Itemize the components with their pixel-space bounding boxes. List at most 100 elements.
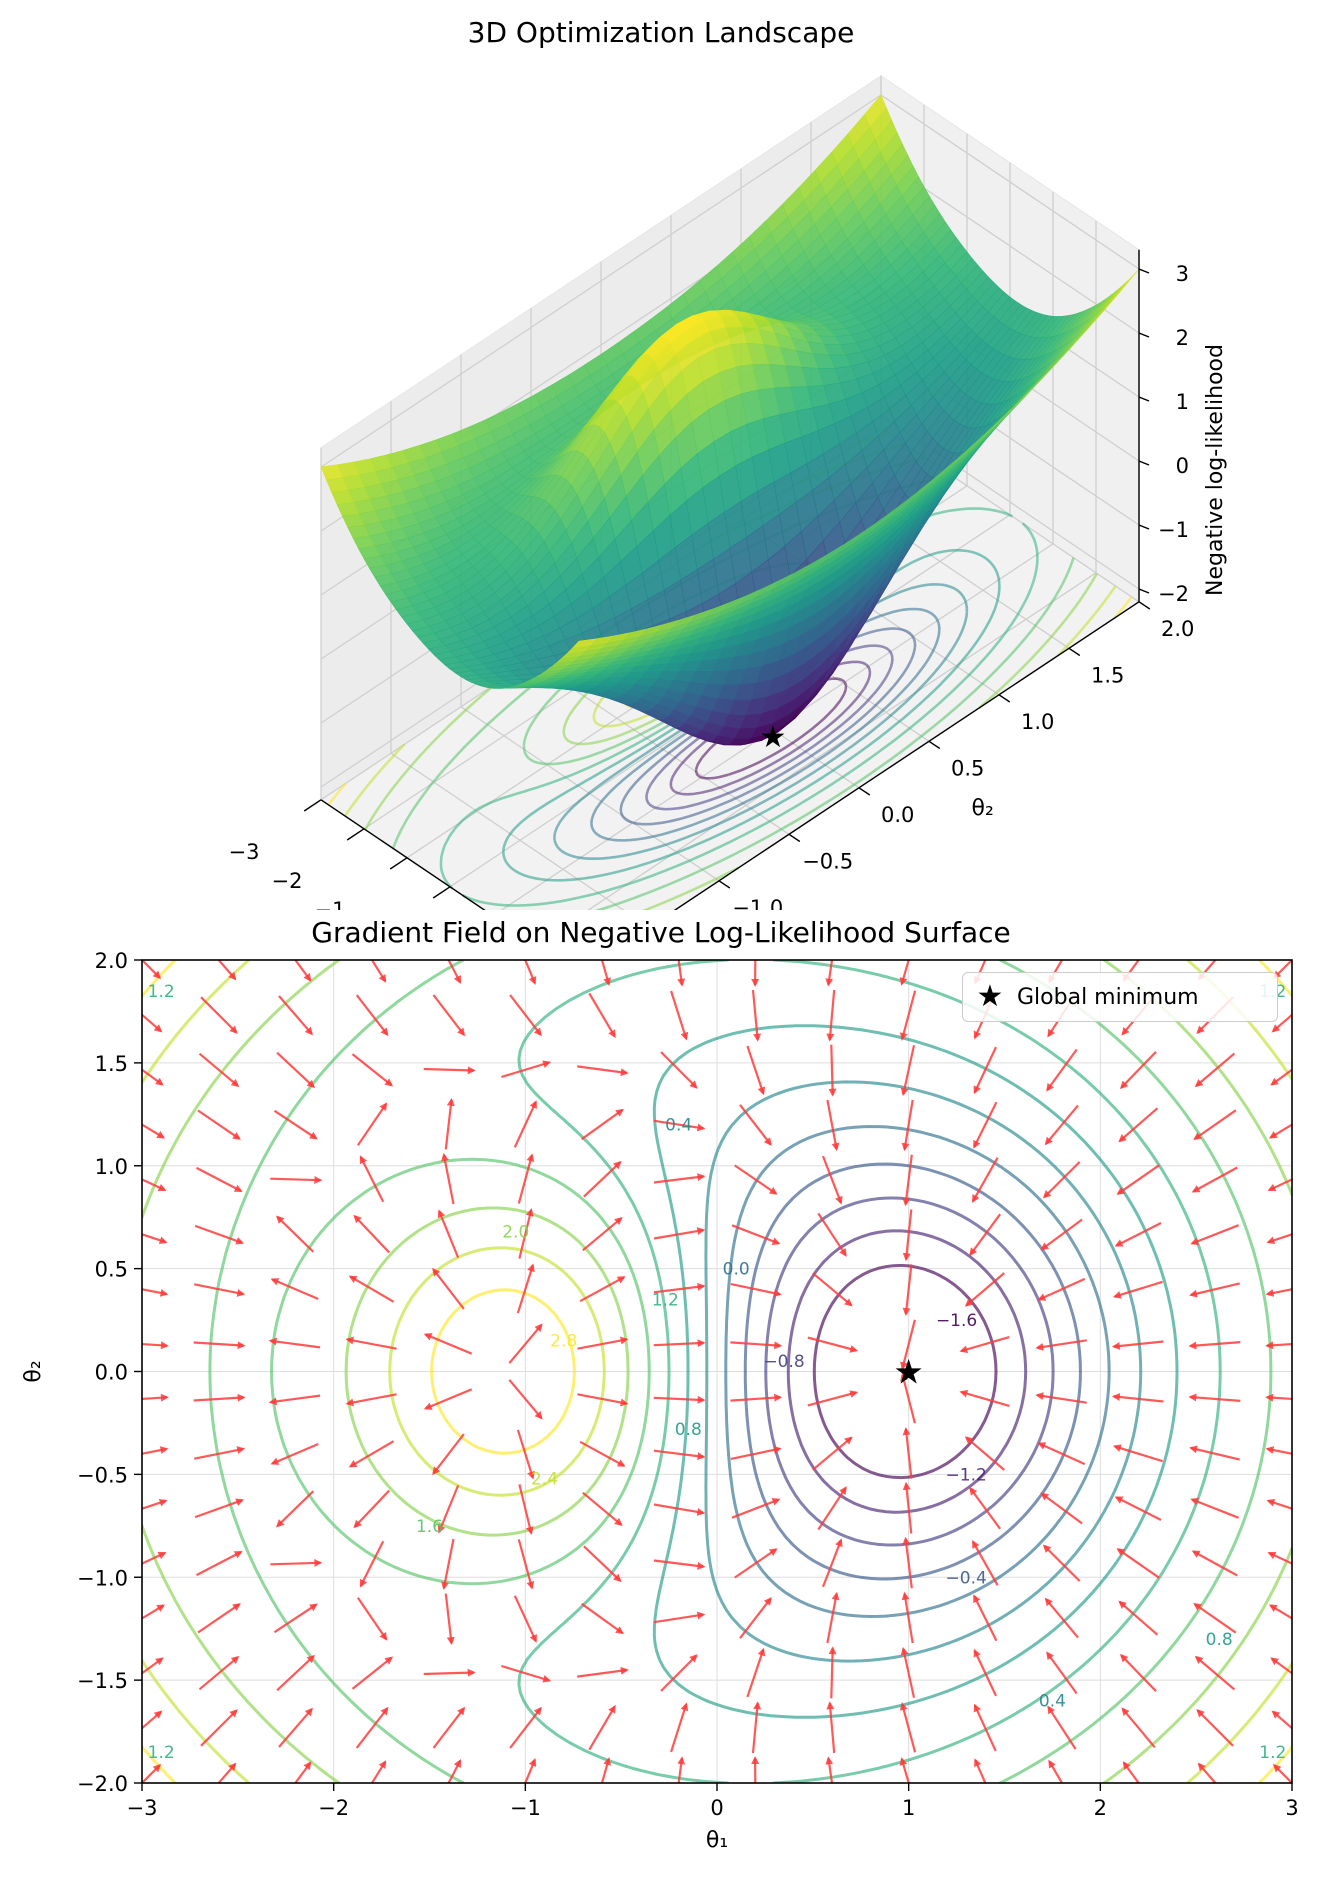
y-tick-label: 1.0 bbox=[95, 1155, 128, 1179]
y-tick-label: 0.5 bbox=[95, 1258, 128, 1282]
gradient-arrow bbox=[900, 1646, 916, 1698]
gradient-arrow bbox=[268, 1337, 321, 1349]
gradient-arrow bbox=[973, 1046, 997, 1095]
surface-axes bbox=[303, 249, 1151, 910]
contour-line bbox=[743, 1162, 1082, 1581]
gradient-arrow bbox=[902, 1154, 913, 1207]
gradient-arrow bbox=[581, 1602, 624, 1635]
contour-label: 1.2 bbox=[148, 982, 175, 1002]
gradient-arrow bbox=[524, 960, 537, 985]
contour-label: −1.6 bbox=[936, 1311, 977, 1331]
gradient-arrow bbox=[807, 1336, 859, 1353]
gradient-arrow bbox=[353, 1489, 390, 1529]
x-axis-label: θ₁ bbox=[706, 1828, 728, 1853]
gradient-arrow bbox=[353, 1214, 390, 1254]
y-tick-label: 0.0 bbox=[95, 1361, 128, 1385]
gradient-arrow bbox=[734, 1548, 778, 1579]
gradient-arrow bbox=[1189, 1445, 1240, 1461]
gradient-arrow bbox=[348, 1275, 395, 1303]
contour-lines bbox=[142, 960, 1292, 1783]
gradient-arrow bbox=[501, 1664, 552, 1683]
gradient-arrow bbox=[217, 1762, 237, 1783]
x-tick bbox=[303, 799, 322, 812]
gradient-arrow bbox=[660, 1654, 698, 1692]
contour-label: 0.4 bbox=[665, 1116, 692, 1136]
gradient-arrow bbox=[653, 1611, 706, 1624]
gradient-arrow bbox=[142, 1763, 162, 1783]
gradient-arrow bbox=[751, 1701, 762, 1754]
gradient-arrow bbox=[516, 1263, 535, 1314]
gradient-arrow bbox=[423, 1333, 473, 1355]
contour-line bbox=[786, 1229, 1028, 1514]
y-tick-label: 2.0 bbox=[95, 949, 128, 973]
gradient-arrow bbox=[1044, 1104, 1079, 1146]
y-tick bbox=[998, 694, 1011, 703]
surface-chart: ★−3−2−10123θ₁−2.0−1.5−1.0−0.50.00.51.01.… bbox=[229, 74, 1228, 910]
x-tick-label: −1 bbox=[315, 898, 346, 910]
gradient-arrow bbox=[142, 1068, 164, 1086]
gradient-arrow bbox=[1112, 1280, 1163, 1299]
contour-label: 0.8 bbox=[1206, 1630, 1233, 1650]
gradient-arrow bbox=[275, 1215, 315, 1253]
gradient-arrow bbox=[821, 1538, 843, 1588]
gradient-arrow bbox=[964, 1436, 1006, 1471]
x-tick bbox=[389, 857, 408, 870]
gradient-arrow bbox=[359, 1155, 385, 1203]
gradient-arrow bbox=[746, 1045, 766, 1096]
gradient-arrow bbox=[577, 1393, 629, 1407]
gradient-arrow bbox=[730, 1341, 783, 1350]
gradient-arrow bbox=[348, 1440, 395, 1468]
gradient-arrow bbox=[959, 1336, 1010, 1354]
gradient-arrow bbox=[518, 1208, 534, 1259]
gradient-arrow bbox=[751, 989, 762, 1042]
gradient-arrow bbox=[653, 1503, 706, 1516]
gradient-arrow bbox=[345, 1336, 397, 1350]
gradient-arrow bbox=[432, 1267, 465, 1310]
gradient-arrow bbox=[969, 1213, 1001, 1257]
gradient-arrow bbox=[828, 1044, 837, 1097]
gradient-arrow bbox=[270, 1278, 319, 1301]
gradient-arrow bbox=[1188, 1393, 1241, 1402]
gradient-arrow bbox=[441, 1538, 455, 1591]
gradient-arrow bbox=[276, 1051, 316, 1089]
gradient-arrow bbox=[739, 1104, 772, 1146]
contour-label: 0.8 bbox=[675, 1420, 702, 1440]
gradient-arrow bbox=[268, 1394, 321, 1406]
gradient-arrow bbox=[270, 1442, 319, 1465]
y-tick-label: −0.5 bbox=[802, 849, 853, 873]
gradient-arrow bbox=[1114, 1496, 1162, 1521]
gradient-arrow bbox=[1196, 1708, 1234, 1747]
gradient-arrow bbox=[444, 1097, 455, 1150]
gradient-arrow bbox=[200, 996, 238, 1034]
gradient-arrow bbox=[1037, 1277, 1086, 1301]
gradient-arrow bbox=[142, 960, 162, 980]
y-tick-label: 2.0 bbox=[1161, 617, 1194, 641]
gradient-arrow bbox=[1035, 1339, 1087, 1351]
gradient-arrow bbox=[1189, 1282, 1240, 1298]
contour-line bbox=[812, 1263, 998, 1480]
gradient-arrow bbox=[270, 1176, 323, 1185]
contour-label: −1.2 bbox=[946, 1465, 987, 1485]
gradient-arrow bbox=[195, 1166, 243, 1192]
gradient-arrow bbox=[899, 1702, 917, 1753]
axis-ticks: −3 −2 −1 0 1 2 3 −2.0 −1.5 −1.0 −0.5 0.0 0.5 1.0 1.5 2.… bbox=[77, 949, 1299, 1820]
gradient-arrow bbox=[670, 1702, 689, 1753]
z-tick bbox=[1138, 332, 1150, 338]
contour-labels: 0.4 0.0 1.2 2.0 2.8 2.4 1.6 0.8 −0.8 −1.6 −1.2 −0.4… bbox=[148, 982, 1287, 1763]
y-tick-label: 1.5 bbox=[95, 1052, 128, 1076]
gradient-arrow bbox=[899, 960, 910, 986]
gradient-arrow bbox=[1040, 1218, 1083, 1251]
gradient-arrow bbox=[447, 960, 462, 984]
gradient-arrow bbox=[423, 1388, 473, 1410]
gradient-arrow bbox=[278, 1707, 314, 1748]
gradient-arrow bbox=[1116, 1164, 1160, 1195]
gradient-arrow bbox=[1265, 1393, 1292, 1402]
gradient-arrow bbox=[142, 1288, 169, 1297]
gradient-arrow bbox=[900, 1045, 916, 1097]
y-axis-label: θ₂ bbox=[21, 1360, 46, 1382]
gradient-arrow bbox=[581, 1108, 624, 1141]
star-icon: ★ bbox=[976, 979, 1004, 1014]
gradient-arrow bbox=[437, 1209, 460, 1258]
gradient-arrow bbox=[826, 989, 836, 1042]
contour-line bbox=[764, 1196, 1055, 1547]
